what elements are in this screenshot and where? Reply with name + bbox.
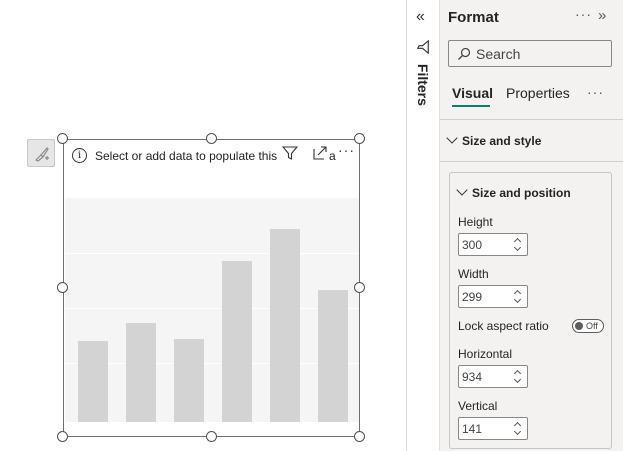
- resize-handle-bottom-right[interactable]: [354, 431, 365, 442]
- visual-placeholder-text: Select or add data to populate this: [95, 149, 278, 163]
- filters-pane-collapsed[interactable]: « Filters: [407, 0, 440, 451]
- search-icon: [458, 47, 471, 60]
- placeholder-bar: [318, 290, 348, 422]
- height-stepper[interactable]: [458, 233, 528, 256]
- tab-properties[interactable]: Properties: [506, 85, 570, 101]
- gridline: [65, 363, 359, 364]
- chevron-down-icon: [456, 184, 468, 196]
- divider: [440, 161, 623, 162]
- width-stepper[interactable]: [458, 285, 528, 308]
- section-size-and-style[interactable]: Size and style: [446, 132, 542, 148]
- placeholder-bar: [222, 261, 252, 422]
- info-icon[interactable]: i: [72, 148, 87, 163]
- resize-handle-right[interactable]: [354, 282, 365, 293]
- paintbrush-icon: [34, 147, 49, 162]
- vertical-stepper[interactable]: [458, 417, 528, 440]
- card-header-size-and-position[interactable]: Size and position: [456, 184, 571, 200]
- gridline: [65, 308, 359, 309]
- lock-aspect-ratio-label: Lock aspect ratio: [458, 319, 549, 333]
- chevron-down-icon[interactable]: [513, 243, 522, 252]
- width-label: Width: [458, 267, 489, 281]
- visual-more-options-icon[interactable]: ···: [338, 142, 355, 158]
- lock-aspect-ratio-toggle[interactable]: Off: [572, 319, 604, 333]
- toggle-state: Off: [586, 321, 598, 331]
- filter-icon[interactable]: [282, 145, 298, 161]
- selected-tab-indicator: [452, 105, 490, 107]
- search-input[interactable]: [476, 44, 606, 63]
- resize-handle-bottom-left[interactable]: [57, 431, 68, 442]
- canvas-divider: [406, 0, 407, 451]
- size-and-position-card: Size and position Height Width Lock aspe…: [449, 172, 612, 449]
- resize-handle-bottom[interactable]: [206, 431, 217, 442]
- pane-title: Format: [448, 9, 499, 26]
- format-pane: Format ··· » Visual Properties ··· Size …: [440, 0, 623, 451]
- placeholder-bar: [78, 341, 108, 422]
- stepper-arrows[interactable]: [513, 236, 523, 253]
- stepper-arrows[interactable]: [513, 368, 523, 385]
- placeholder-bar: [270, 229, 300, 422]
- height-input[interactable]: [462, 237, 510, 252]
- visual-placeholder-overflow: a: [329, 149, 336, 163]
- tab-visual[interactable]: Visual: [452, 85, 493, 101]
- visual-header: i Select or add data to populate this a …: [64, 140, 359, 172]
- toggle-knob: [575, 322, 583, 330]
- search-box[interactable]: [448, 40, 612, 67]
- focus-mode-icon[interactable]: [312, 145, 328, 161]
- card-title: Size and position: [472, 186, 571, 200]
- horizontal-input[interactable]: [462, 369, 510, 384]
- resize-handle-top-right[interactable]: [354, 133, 365, 144]
- format-painter-button[interactable]: [27, 139, 55, 167]
- filters-label: Filters: [415, 63, 431, 106]
- section-title: Size and style: [462, 134, 542, 148]
- width-input[interactable]: [462, 289, 510, 304]
- stepper-arrows[interactable]: [513, 420, 523, 437]
- filter-icon: [416, 39, 429, 55]
- chevron-down-icon[interactable]: [513, 295, 522, 304]
- divider: [440, 119, 623, 120]
- gridline: [65, 253, 359, 254]
- chevron-down-icon[interactable]: [513, 375, 522, 384]
- empty-column-chart-visual[interactable]: i Select or add data to populate this a …: [63, 139, 360, 437]
- chevron-down-icon[interactable]: [513, 427, 522, 436]
- pane-more-options-icon[interactable]: ···: [575, 6, 592, 22]
- stepper-arrows[interactable]: [513, 288, 523, 305]
- placeholder-bar: [126, 323, 156, 422]
- report-canvas[interactable]: i Select or add data to populate this a …: [0, 0, 406, 451]
- vertical-input[interactable]: [462, 421, 510, 436]
- chart-plot-area: [65, 198, 359, 422]
- resize-handle-top[interactable]: [206, 133, 217, 144]
- tabs-more-options-icon[interactable]: ···: [587, 84, 604, 100]
- horizontal-stepper[interactable]: [458, 365, 528, 388]
- resize-handle-top-left[interactable]: [57, 133, 68, 144]
- placeholder-bar: [174, 339, 204, 422]
- expand-filters-icon[interactable]: «: [416, 8, 425, 25]
- height-label: Height: [458, 215, 493, 229]
- vertical-label: Vertical: [458, 399, 498, 413]
- chevron-down-icon: [446, 132, 458, 144]
- filters-tab[interactable]: Filters: [415, 39, 431, 106]
- resize-handle-left[interactable]: [57, 282, 68, 293]
- horizontal-label: Horizontal: [458, 347, 513, 361]
- collapse-pane-icon[interactable]: »: [598, 7, 607, 24]
